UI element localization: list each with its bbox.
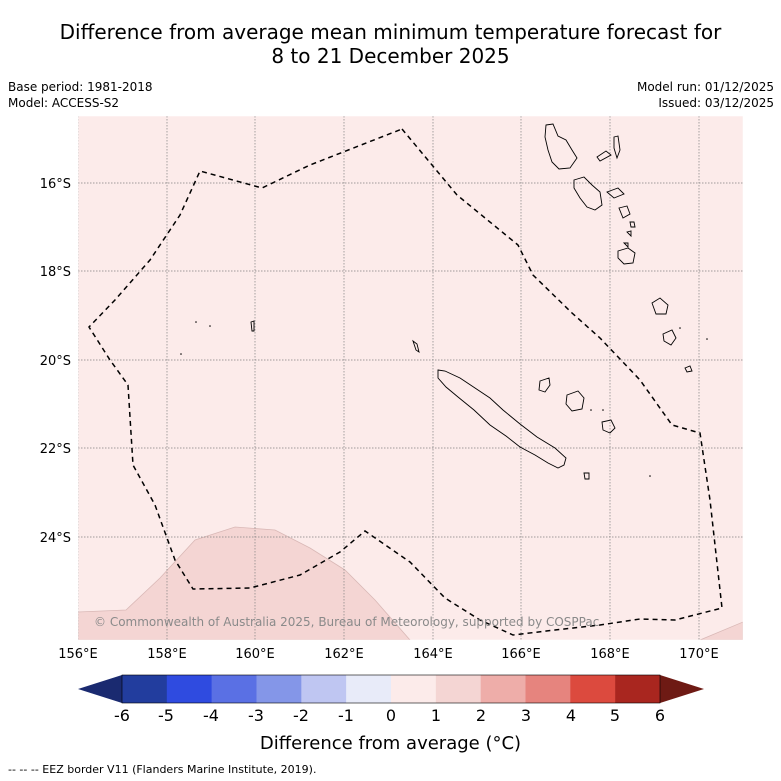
- colorbar-tick-m2: -2: [293, 706, 309, 725]
- colorbar-cell: [435, 675, 481, 703]
- colorbar-cell: [570, 675, 616, 703]
- colorbar-tick-m4: -4: [203, 706, 219, 725]
- map-title-line1: Difference from average mean minimum tem…: [59, 20, 722, 44]
- colorbar-tick-m1: -1: [338, 706, 354, 725]
- colorbar-cell: [166, 675, 212, 703]
- small-islet-2: [209, 325, 211, 327]
- loyalty-island-ouvea: [538, 377, 551, 393]
- colorbar-high-extend: [660, 675, 704, 703]
- colorbar-tick-1: 1: [430, 706, 442, 725]
- model-run: Model run: 01/12/2025: [636, 80, 774, 94]
- small-islet-8: [602, 409, 604, 411]
- colorbar-cell: [525, 675, 571, 703]
- vanuatu-small-islets: [622, 221, 636, 249]
- fiji-island-small: [684, 365, 693, 373]
- eez-footnote: -- -- -- EEZ border V11 (Flanders Marine…: [8, 763, 317, 776]
- lat-label-20s: 20°S: [40, 354, 71, 369]
- lon-label-156e: 156°E: [58, 647, 98, 662]
- gridlines: [78, 116, 743, 640]
- colorbar-tick-2: 2: [475, 706, 487, 725]
- small-islet-7: [590, 409, 592, 411]
- anomaly-region-southwest: [78, 526, 411, 640]
- lon-label-160e: 160°E: [235, 647, 275, 662]
- base-period: Base period: 1981-2018: [8, 80, 153, 94]
- colorbar-tick-5: 5: [609, 706, 621, 725]
- colorbar-tick-0: 0: [385, 706, 397, 725]
- small-islet-4: [679, 327, 681, 329]
- colorbar-tick-4: 4: [565, 706, 577, 725]
- model-name: Model: ACCESS-S2: [8, 96, 120, 110]
- issued-date: Issued: 03/12/2025: [658, 96, 774, 110]
- vanuatu-maewo-pentecost: [613, 135, 621, 160]
- fiji-island-mid: [662, 329, 677, 346]
- lon-label-168e: 168°E: [590, 647, 630, 662]
- vanuatu-erromango: [617, 247, 636, 265]
- colorbar-low-extend: [78, 675, 122, 703]
- colorbar-cell: [480, 675, 526, 703]
- map-copyright: © Commonwealth of Australia 2025, Bureau…: [94, 615, 599, 629]
- colorbar-tick-3: 3: [520, 706, 532, 725]
- lat-label-22s: 22°S: [40, 442, 71, 457]
- colorbar-tick-m6: -6: [114, 706, 130, 725]
- loyalty-island-lifou: [565, 390, 585, 412]
- vanuatu-efate: [618, 205, 631, 219]
- small-islet-6: [649, 475, 651, 477]
- anomaly-region-southeast: [699, 621, 743, 640]
- map-frame: [77, 115, 744, 641]
- lat-label-16s: 16°S: [40, 177, 71, 192]
- vanuatu-malekula: [573, 176, 603, 211]
- rennell-islet: [250, 320, 255, 332]
- loyalty-island-mare: [601, 419, 616, 434]
- colorbar-cell: [211, 675, 257, 703]
- map-title-line2: 8 to 21 December 2025: [271, 44, 510, 68]
- eez-border: [88, 128, 723, 636]
- colorbar-title: Difference from average (°C): [259, 733, 522, 754]
- colorbar-cell: [122, 675, 168, 703]
- isle-of-pines: [583, 472, 590, 480]
- lon-label-166e: 166°E: [501, 647, 541, 662]
- colorbar-tick-6: 6: [654, 706, 666, 725]
- small-islet-3: [180, 353, 182, 355]
- lon-label-158e: 158°E: [147, 647, 187, 662]
- small-islet-1: [195, 321, 197, 323]
- small-islet-5: [706, 338, 708, 340]
- belep-islands: [412, 339, 420, 354]
- colorbar-cell: [615, 675, 661, 703]
- colorbar-tick-m5: -5: [158, 706, 174, 725]
- new-caledonia-island: [437, 369, 567, 469]
- colorbar: [78, 674, 704, 704]
- vanuatu-ambae: [596, 150, 612, 162]
- vanuatu-ambrym: [606, 187, 625, 199]
- lon-label-170e: 170°E: [679, 647, 719, 662]
- lat-label-24s: 24°S: [40, 531, 71, 546]
- lon-label-164e: 164°E: [413, 647, 453, 662]
- colorbar-cell: [391, 675, 437, 703]
- colorbar-tick-m3: -3: [248, 706, 264, 725]
- colorbar-cell: [346, 675, 392, 703]
- colorbar-cell: [256, 675, 302, 703]
- vanuatu-espiritu-santo: [544, 123, 578, 170]
- colorbar-cell: [301, 675, 347, 703]
- fiji-island-north: [651, 297, 669, 315]
- lat-label-18s: 18°S: [40, 265, 71, 280]
- lon-label-162e: 162°E: [324, 647, 364, 662]
